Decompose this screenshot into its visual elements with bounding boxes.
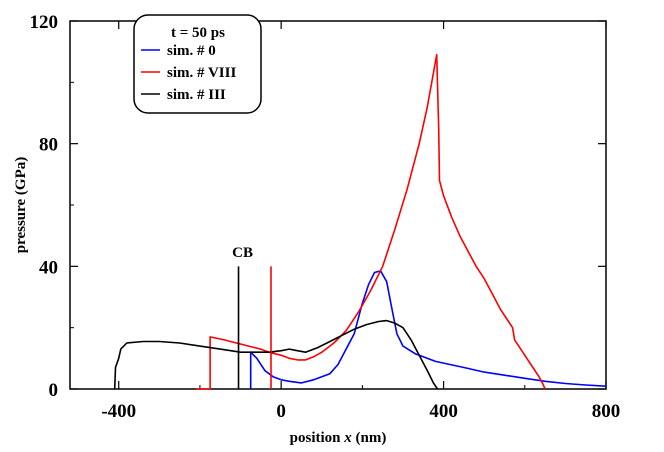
y-axis-title: pressure (GPa)	[13, 157, 29, 254]
series-line	[249, 270, 607, 389]
y-tick-label: 120	[30, 12, 59, 33]
legend-label: sim. # VIII	[167, 65, 236, 81]
x-axis-title-var: x	[343, 430, 352, 446]
y-tick-label: 0	[49, 380, 59, 401]
y-tick-label: 80	[39, 135, 58, 156]
x-tick-label: 800	[592, 401, 621, 422]
annotation-label: CB	[232, 245, 253, 261]
annotation-layer: CB	[232, 245, 272, 389]
series-line	[113, 319, 439, 390]
x-axis-title-prefix: position	[290, 430, 345, 446]
legend-title: t = 50 ps	[171, 25, 225, 41]
x-tick-label: -400	[101, 401, 136, 422]
y-tick-label: 40	[39, 257, 58, 278]
x-axis-ticks: -400 0 400 800	[101, 21, 620, 422]
legend-label: sim. # III	[167, 87, 226, 103]
legend-items: sim. # 0 sim. # VIII sim. # III	[141, 43, 236, 103]
x-tick-label: 0	[276, 401, 286, 422]
x-axis-title-suffix: (nm)	[352, 430, 387, 446]
legend: t = 50 ps sim. # 0 sim. # VIII sim. # III	[133, 14, 262, 114]
x-tick-label: 400	[429, 401, 458, 422]
y-axis-ticks: 0 40 80 120	[30, 12, 606, 401]
legend-label: sim. # 0	[167, 43, 216, 59]
legend-box	[133, 14, 262, 114]
x-axis-title: position x (nm)	[290, 430, 387, 446]
